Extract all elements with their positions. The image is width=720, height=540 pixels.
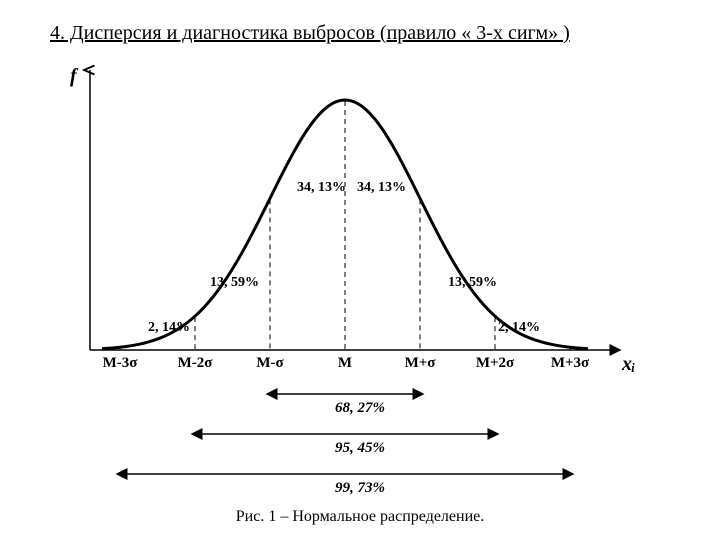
tick-m-minus-2s: M-2σ <box>178 355 213 372</box>
normal-distribution-diagram: f xᵢ 34, 13% 34, 13% 13, 59% 13, 59% 2, … <box>60 60 660 370</box>
pct-center-right: 34, 13% <box>357 180 406 196</box>
tick-m-plus-3s: M+3σ <box>551 355 589 372</box>
tick-m-plus-2s: M+2σ <box>476 355 514 372</box>
range-68: 68, 27% <box>335 400 385 417</box>
tick-m: M <box>338 355 352 372</box>
figure-caption: Рис. 1 – Нормальное распределение. <box>236 508 484 526</box>
tick-m-minus-s: M-σ <box>256 355 283 372</box>
x-axis-label: xᵢ <box>622 353 635 376</box>
tick-m-minus-3s: M-3σ <box>103 355 138 372</box>
pct-mid-left: 13, 59% <box>210 275 259 291</box>
range-99: 99, 73% <box>335 480 385 497</box>
tick-m-plus-s: M+σ <box>405 355 436 372</box>
page-title: 4. Дисперсия и диагностика выбросов (пра… <box>50 22 570 45</box>
range-95: 95, 45% <box>335 440 385 457</box>
pct-center-left: 34, 13% <box>297 180 346 196</box>
pct-tail-left: 2, 14% <box>148 320 190 336</box>
pct-mid-right: 13, 59% <box>448 275 497 291</box>
pct-tail-right: 2, 14% <box>498 320 540 336</box>
y-axis-label: f <box>70 65 77 88</box>
